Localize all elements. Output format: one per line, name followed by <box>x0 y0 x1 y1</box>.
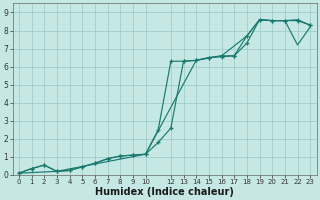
X-axis label: Humidex (Indice chaleur): Humidex (Indice chaleur) <box>95 187 234 197</box>
